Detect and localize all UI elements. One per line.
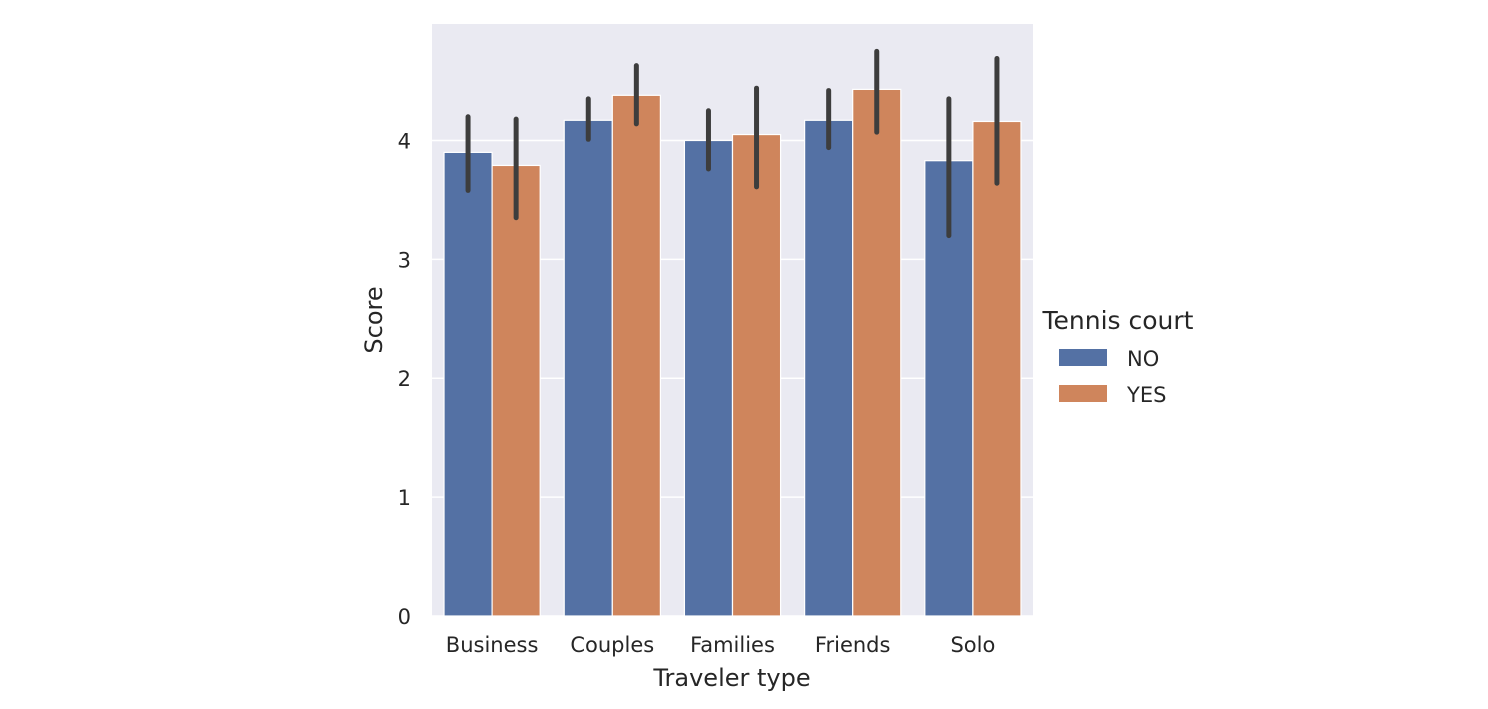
- bar-yes-couples: [611, 94, 661, 617]
- x-tick-label: Couples: [570, 633, 654, 657]
- y-tick-label: 4: [398, 129, 411, 153]
- y-tick-label: 0: [398, 605, 411, 629]
- y-tick-label: 3: [398, 248, 411, 272]
- legend-label-no: NO: [1127, 347, 1159, 371]
- y-tick-label: 2: [398, 367, 411, 391]
- error-bars: [465, 48, 1000, 239]
- bar-yes-business: [491, 164, 541, 617]
- x-axis-label: Traveler type: [652, 664, 810, 692]
- y-tick-label: 1: [398, 486, 411, 510]
- x-tick-label: Friends: [815, 633, 891, 657]
- legend: Tennis court NO YES: [1042, 306, 1194, 407]
- bars: [443, 88, 1022, 617]
- bar-no-families: [683, 139, 734, 617]
- x-tick-labels: Business Couples Families Friends Solo: [446, 633, 996, 657]
- x-tick-label: Business: [446, 633, 539, 657]
- legend-swatch-yes: [1059, 385, 1107, 402]
- bar-no-friends: [804, 119, 854, 617]
- bar-no-couples: [563, 119, 613, 617]
- y-tick-labels: 0 1 2 3 4: [398, 129, 411, 629]
- legend-swatch-no: [1059, 349, 1107, 366]
- x-tick-label: Families: [690, 633, 775, 657]
- bar-yes-friends: [852, 88, 902, 617]
- y-axis-label: Score: [360, 286, 388, 353]
- x-tick-label: Solo: [950, 633, 995, 657]
- legend-label-yes: YES: [1126, 383, 1166, 407]
- bar-no-business: [443, 151, 493, 617]
- bar-yes-families: [731, 133, 782, 617]
- bar-yes-solo: [972, 120, 1022, 617]
- legend-title: Tennis court: [1042, 306, 1194, 335]
